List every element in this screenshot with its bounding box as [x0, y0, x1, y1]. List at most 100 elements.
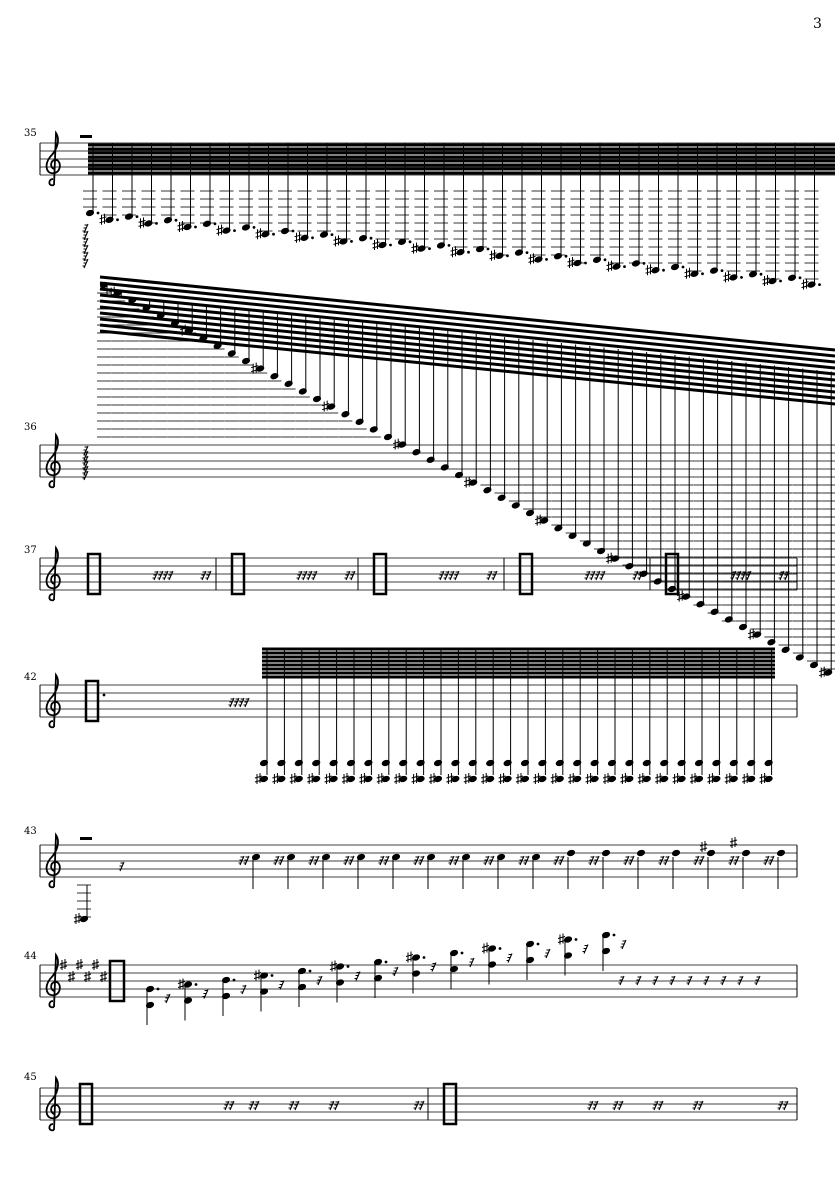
sharp-icon — [73, 913, 82, 924]
sharp-icon — [329, 960, 338, 972]
notehead — [538, 759, 547, 767]
rest-icon — [589, 570, 596, 581]
notehead — [300, 234, 309, 241]
notehead — [534, 256, 543, 263]
rest-icon — [238, 855, 245, 866]
dot — [96, 211, 100, 215]
notehead — [712, 775, 721, 783]
sharp-icon — [394, 773, 402, 784]
measure-number: 43 — [24, 826, 37, 837]
rest-icon — [82, 251, 89, 262]
sharp-icon — [376, 773, 384, 784]
notehead — [356, 853, 366, 861]
whole-rest-icon — [80, 135, 92, 138]
sharp-icon — [699, 841, 708, 852]
dot — [369, 236, 373, 240]
sharp-icon — [272, 773, 280, 784]
dot — [389, 243, 392, 247]
sharp-icon — [138, 217, 146, 229]
rest-icon — [777, 1100, 784, 1111]
sharp-icon — [748, 628, 756, 640]
dot — [350, 240, 353, 243]
sharp-icon — [216, 224, 224, 236]
notehead — [625, 775, 634, 783]
notehead — [411, 970, 421, 977]
notehead — [612, 263, 621, 270]
sharp-icon — [307, 773, 315, 784]
chord-block — [78, 1082, 94, 1126]
rest-icon — [728, 855, 735, 866]
rest-icon — [233, 697, 240, 708]
rest-icon — [82, 450, 89, 461]
notehead — [199, 335, 208, 342]
rest-icon — [157, 570, 164, 581]
rest-icon — [392, 966, 399, 977]
sharp-icon — [550, 773, 558, 784]
notehead — [451, 775, 460, 783]
notehead — [297, 983, 307, 991]
notehead — [259, 759, 269, 767]
rest-icon — [316, 975, 323, 986]
notehead — [373, 974, 383, 982]
notehead — [636, 849, 646, 857]
chord-block — [442, 1082, 458, 1126]
rest-icon — [558, 855, 565, 866]
notehead — [364, 759, 373, 767]
beam — [99, 329, 835, 406]
beam — [99, 287, 835, 364]
dot — [194, 983, 198, 986]
sharp-icon — [498, 773, 506, 784]
sharp-icon — [759, 773, 767, 784]
rest-icon — [228, 697, 235, 708]
rest-icon — [343, 855, 350, 866]
rest-icon — [740, 570, 747, 581]
notehead — [297, 967, 307, 975]
notehead — [373, 958, 383, 966]
rest-icon — [328, 1100, 335, 1111]
rest-icon — [620, 939, 627, 950]
rest-icon — [378, 855, 385, 866]
treble-clef-icon — [45, 832, 61, 889]
notehead — [475, 245, 485, 253]
sharp-icon — [464, 476, 472, 488]
rest-icon — [735, 570, 742, 581]
rest-icon — [599, 570, 606, 581]
notehead — [514, 249, 524, 256]
dot — [642, 262, 646, 265]
notehead — [284, 380, 293, 387]
sharp-icon — [801, 278, 809, 290]
notehead — [531, 853, 541, 861]
dot — [740, 276, 743, 279]
notehead — [335, 963, 345, 970]
chord-block — [86, 552, 102, 596]
notehead — [511, 502, 520, 509]
sharp-icon — [341, 773, 350, 784]
sharp-icon — [180, 324, 188, 336]
rest-icon — [82, 445, 89, 456]
beam — [99, 299, 835, 376]
notehead — [660, 759, 669, 767]
treble-clef-icon — [45, 545, 61, 602]
rest-icon — [293, 1100, 300, 1111]
sharp-icon — [742, 773, 750, 784]
rest-icon — [703, 975, 710, 986]
treble-clef-icon — [45, 952, 61, 1009]
notehead — [227, 350, 236, 357]
notehead — [486, 775, 495, 783]
notehead — [286, 853, 296, 861]
notehead — [241, 357, 251, 365]
notehead — [729, 775, 738, 783]
sharp-icon — [684, 267, 692, 279]
chord-block — [518, 552, 534, 596]
rest-icon — [782, 1100, 789, 1111]
rest-icon — [243, 697, 250, 708]
rest-icon — [349, 570, 356, 581]
rest-icon — [754, 975, 761, 986]
notehead — [259, 972, 269, 979]
rest-icon — [592, 1100, 599, 1111]
dot — [330, 233, 334, 237]
notehead — [729, 759, 738, 767]
sharp-icon — [450, 246, 458, 258]
notehead — [497, 494, 506, 501]
rest-icon — [333, 1100, 340, 1111]
